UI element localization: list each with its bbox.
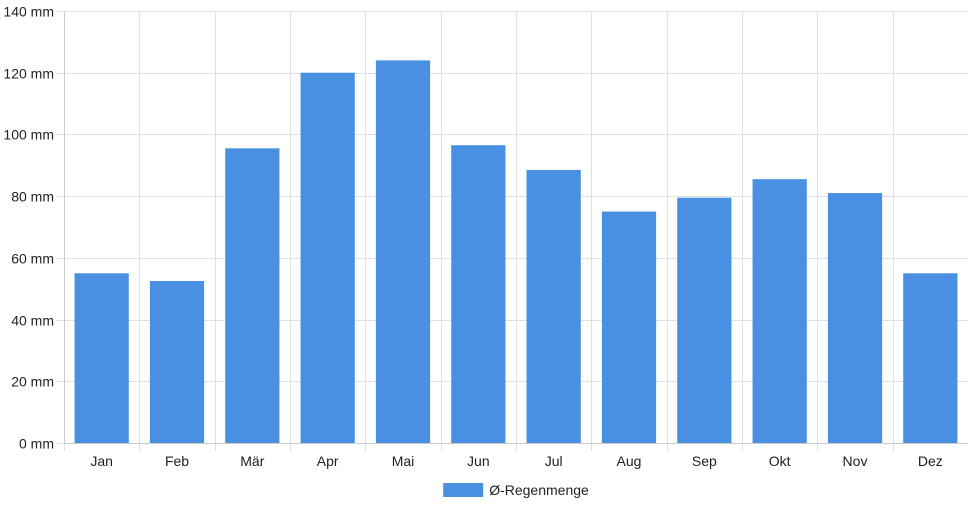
legend-label[interactable]: Ø-Regenmenge xyxy=(489,482,589,498)
bar-Mai[interactable] xyxy=(375,60,431,443)
y-tick-label: 140 mm xyxy=(3,4,54,20)
bar-Feb[interactable] xyxy=(149,281,205,443)
legend-swatch[interactable] xyxy=(443,483,484,497)
bar-Dez[interactable] xyxy=(903,273,958,443)
x-tick-label: Jul xyxy=(545,453,563,469)
bar-Jun[interactable] xyxy=(451,145,506,443)
x-tick-label: Dez xyxy=(918,453,943,469)
bar-Apr[interactable] xyxy=(300,72,355,443)
bar-series xyxy=(74,60,958,444)
x-tick-label: Apr xyxy=(317,453,339,469)
x-tick-label: Jan xyxy=(90,453,113,469)
x-tick-label: Jun xyxy=(467,453,490,469)
y-tick-label: 120 mm xyxy=(3,66,54,82)
x-tick-label: Nov xyxy=(843,453,868,469)
x-tick-label: Mai xyxy=(392,453,415,469)
x-tick-label: Mär xyxy=(240,453,264,469)
y-tick-label: 0 mm xyxy=(19,436,54,452)
y-tick-label: 80 mm xyxy=(11,189,54,205)
bar-Aug[interactable] xyxy=(601,211,657,443)
y-tick-label: 20 mm xyxy=(11,374,54,390)
y-tick-label: 60 mm xyxy=(11,251,54,267)
bar-Sep[interactable] xyxy=(677,197,732,443)
legend[interactable]: Ø-Regenmenge xyxy=(443,482,589,498)
bar-Jul[interactable] xyxy=(526,169,581,443)
y-tick-label: 40 mm xyxy=(11,313,54,329)
x-tick-label: Feb xyxy=(165,453,189,469)
bar-Okt[interactable] xyxy=(752,179,807,443)
bar-Nov[interactable] xyxy=(827,193,883,443)
x-tick-label: Sep xyxy=(692,453,717,469)
x-axis-ticks: Jan Feb Mär Apr Mai Jun Jul Aug Sep Okt Nov Dez xyxy=(90,453,942,469)
y-axis-ticks: 0 mm 20 mm 40 mm 60 mm 80 mm 100 mm 120 mm 140 … xyxy=(3,4,54,452)
axes xyxy=(64,11,968,444)
bar-Jan[interactable] xyxy=(74,273,129,443)
grid-lines xyxy=(56,11,968,451)
x-tick-label: Okt xyxy=(769,453,791,469)
y-tick-label: 100 mm xyxy=(3,127,54,143)
x-tick-label: Aug xyxy=(617,453,642,469)
bar-Mär[interactable] xyxy=(225,148,280,444)
